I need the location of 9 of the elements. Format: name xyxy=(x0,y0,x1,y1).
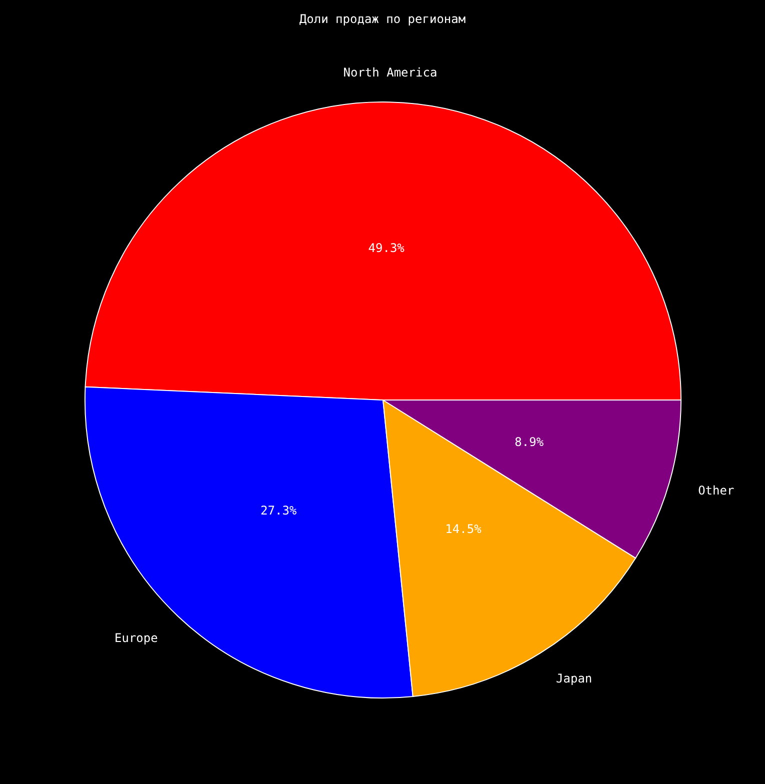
chart-title: Доли продаж по регионам xyxy=(299,12,466,26)
slice-label: Other xyxy=(698,483,734,498)
data-label: 14.5% xyxy=(445,522,482,536)
data-label: 8.9% xyxy=(514,434,544,449)
data-label: 27.3% xyxy=(260,503,298,518)
slice-label: North America xyxy=(343,65,438,80)
slice-label: Europe xyxy=(114,631,158,646)
slice-label: Japan xyxy=(556,671,592,686)
data-label: 49.3% xyxy=(368,241,406,256)
